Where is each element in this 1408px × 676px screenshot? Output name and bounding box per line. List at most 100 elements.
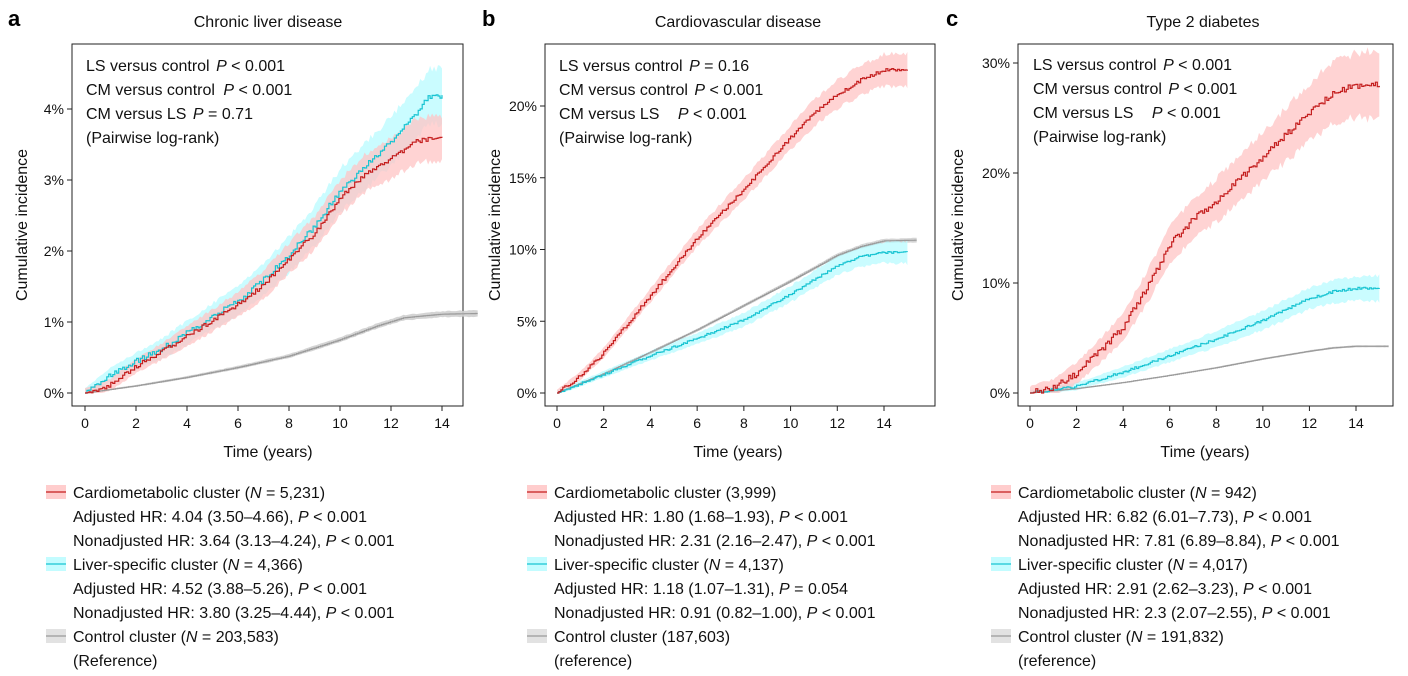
y-tick-label: 0% — [517, 385, 537, 401]
annotation-line: CM versus control P < 0.001 — [86, 82, 292, 99]
x-tick-label: 14 — [434, 415, 450, 431]
y-tick-label: 10% — [982, 275, 1010, 291]
x-tick-label: 6 — [234, 415, 242, 431]
annotation-block: LS versus control P = 0.16 CM versus cont… — [559, 58, 763, 147]
y-tick-label: 5% — [517, 313, 537, 329]
x-axis-label: Time (years) — [693, 444, 782, 461]
annotation-line: CM versus LS P = 0.71 — [86, 106, 253, 123]
x-tick-label: 8 — [285, 415, 293, 431]
legend-entry-line: Control cluster (N = 203,583) — [73, 629, 279, 646]
x-tick-label: 0 — [1026, 415, 1034, 431]
ci-band-liver — [557, 239, 908, 393]
x-tick-label: 10 — [783, 415, 799, 431]
annotation-line: CM versus control P < 0.001 — [559, 82, 763, 99]
legend-entry-line: (reference) — [554, 653, 632, 670]
y-tick-label: 0% — [44, 385, 64, 401]
x-tick-label: 12 — [383, 415, 399, 431]
x-axis-label: Time (years) — [1160, 444, 1249, 461]
legend-entry-line: Nonadjusted HR: 2.3 (2.07–2.55), P < 0.0… — [1018, 605, 1331, 622]
legend-entry-line: Cardiometabolic cluster (N = 942) — [1018, 485, 1257, 502]
series-line-control — [1030, 345, 1389, 394]
legend: Cardiometabolic cluster (N = 5,231) Adjus… — [46, 485, 395, 670]
legend-entry-line: Control cluster (N = 191,832) — [1018, 629, 1224, 646]
axis-ticks: 0 2 4 6 8 10 12 14 0% 5% 10% 15% 20% — [509, 98, 892, 431]
x-axis-label: Time (years) — [223, 444, 312, 461]
panel-chronic-liver-disease: a Chronic liver disease 0 2 4 6 8 10 12 14 0% 1% 2… — [8, 6, 478, 670]
series-line-cardiometabolic — [85, 136, 443, 394]
x-tick-label: 8 — [1212, 415, 1220, 431]
chart-title: Cardiovascular disease — [655, 14, 821, 31]
ci-band-cardiometabolic — [85, 113, 442, 393]
panel-letter: b — [482, 6, 495, 31]
chart-title: Type 2 diabetes — [1147, 14, 1260, 31]
x-tick-label: 0 — [81, 415, 89, 431]
annotation-line: CM versus LS P < 0.001 — [559, 106, 747, 123]
series-lines — [85, 94, 478, 394]
ci-band-liver — [1030, 274, 1380, 393]
plot-frame — [544, 43, 936, 407]
chart-title: Chronic liver disease — [194, 14, 343, 31]
series-line-liver — [1030, 286, 1380, 394]
panel-cardiovascular-disease: b Cardiovascular disease 0 2 4 6 8 10 12 14 0% 5%… — [482, 6, 936, 670]
annotation-line: (Pairwise log-rank) — [1033, 129, 1166, 146]
x-tick-label: 2 — [600, 415, 608, 431]
series-line-liver — [557, 251, 908, 394]
ci-band-cardiometabolic — [557, 51, 908, 393]
y-tick-label: 10% — [509, 242, 537, 258]
legend-entry-line: Adjusted HR: 4.52 (3.88–5.26), P < 0.001 — [73, 581, 367, 598]
x-tick-label: 8 — [740, 415, 748, 431]
panel-letter: a — [8, 6, 21, 31]
legend-entry-line: Liver-specific cluster (N = 4,366) — [73, 557, 303, 574]
legend-entry-line: Nonadjusted HR: 7.81 (6.89–8.84), P < 0.… — [1018, 533, 1340, 550]
x-tick-label: 0 — [553, 415, 561, 431]
annotation-line: LS versus control P < 0.001 — [86, 58, 285, 75]
annotation-line: CM versus control P < 0.001 — [1033, 81, 1237, 98]
x-tick-label: 12 — [829, 415, 845, 431]
series-line-control — [557, 239, 917, 394]
plot-frame — [71, 43, 464, 407]
x-tick-label: 6 — [693, 415, 701, 431]
legend-entry-line: Nonadjusted HR: 3.80 (3.25–4.44), P < 0.… — [73, 605, 395, 622]
x-tick-label: 4 — [183, 415, 191, 431]
legend-entry-line: Adjusted HR: 6.82 (6.01–7.73), P < 0.001 — [1018, 509, 1312, 526]
series-line-liver — [85, 94, 443, 394]
confidence-bands — [85, 65, 478, 393]
legend-entry-line: Liver-specific cluster (N = 4,137) — [554, 557, 784, 574]
legend-entry-line: Adjusted HR: 1.18 (1.07–1.31), P = 0.054 — [554, 581, 848, 598]
legend-entry-line: Adjusted HR: 2.91 (2.62–3.23), P < 0.001 — [1018, 581, 1312, 598]
series-line-cardiometabolic — [1030, 81, 1380, 394]
y-tick-label: 3% — [44, 172, 64, 188]
annotation-line: (Pairwise log-rank) — [559, 130, 692, 147]
annotation-line: (Pairwise log-rank) — [86, 130, 219, 147]
legend-entry-line: Nonadjusted HR: 2.31 (2.16–2.47), P < 0.… — [554, 533, 876, 550]
legend-entry-line: Adjusted HR: 4.04 (3.50–4.66), P < 0.001 — [73, 509, 367, 526]
y-tick-label: 0% — [990, 385, 1010, 401]
x-tick-label: 12 — [1302, 415, 1318, 431]
annotation-line: LS versus control P = 0.16 — [559, 58, 749, 75]
x-tick-label: 4 — [1119, 415, 1127, 431]
panel-type-2-diabetes: c Type 2 diabetes 0 2 4 6 8 10 12 14 0% 10% 20% 30%… — [946, 6, 1394, 670]
confidence-bands — [557, 51, 917, 393]
x-tick-label: 10 — [1255, 415, 1271, 431]
y-tick-label: 1% — [44, 314, 64, 330]
legend: Cardiometabolic cluster (N = 942) Adjuste… — [991, 485, 1340, 670]
annotation-block: LS versus control P < 0.001 CM versus con… — [86, 58, 292, 147]
x-tick-label: 6 — [1166, 415, 1174, 431]
legend-entry-line: Nonadjusted HR: 3.64 (3.13–4.24), P < 0.… — [73, 533, 395, 550]
series-lines — [1030, 81, 1389, 394]
series-line-control — [85, 312, 478, 394]
legend: Cardiometabolic cluster (3,999) Adjusted … — [527, 485, 876, 670]
legend-entry-line: Control cluster (187,603) — [554, 629, 730, 646]
axis-ticks: 0 2 4 6 8 10 12 14 0% 1% 2% 3% 4% — [44, 101, 450, 431]
annotation-line: LS versus control P < 0.001 — [1033, 57, 1232, 74]
y-axis-label: Cumulative incidence — [950, 149, 967, 301]
x-tick-label: 2 — [132, 415, 140, 431]
x-tick-label: 14 — [1348, 415, 1364, 431]
series-line-cardiometabolic — [557, 68, 908, 394]
ci-band-liver — [85, 65, 442, 393]
panel-letter: c — [946, 6, 958, 31]
legend-entry-line: (Reference) — [73, 653, 157, 670]
axis-ticks: 0 2 4 6 8 10 12 14 0% 10% 20% 30% — [982, 55, 1364, 431]
y-tick-label: 15% — [509, 170, 537, 186]
